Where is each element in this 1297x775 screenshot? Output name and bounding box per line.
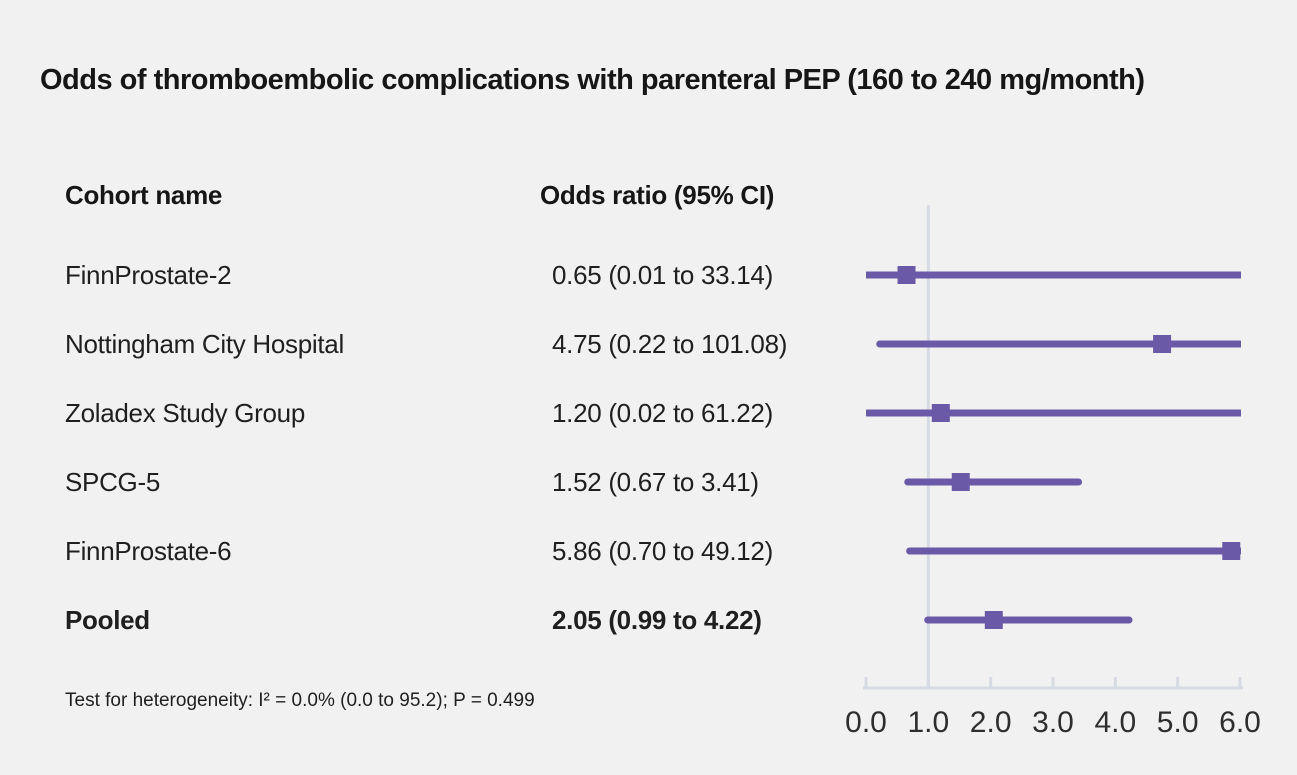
cohort-name-label: SPCG-5 <box>65 467 161 497</box>
estimate-marker <box>951 473 970 491</box>
estimate-marker <box>897 266 916 284</box>
estimate-marker <box>1222 542 1241 560</box>
odds-ratio-value: 5.86 (0.70 to 49.12) <box>552 536 773 566</box>
cohort-name-label: Nottingham City Hospital <box>65 329 344 359</box>
estimate-marker <box>1153 335 1172 353</box>
odds-ratio-value: 4.75 (0.22 to 101.08) <box>552 329 788 359</box>
column-header-odds-ratio: Odds ratio (95% CI) <box>540 180 775 210</box>
x-axis-tick-label: 1.0 <box>907 706 950 739</box>
x-axis-tick-label: 4.0 <box>1094 706 1137 739</box>
column-header-cohort-name: Cohort name <box>65 180 223 210</box>
odds-ratio-value: 0.65 (0.01 to 33.14) <box>552 260 773 290</box>
cohort-name-label: Pooled <box>65 605 150 635</box>
x-axis-tick-label: 5.0 <box>1156 706 1199 739</box>
estimate-marker <box>984 611 1003 629</box>
odds-ratio-value: 1.52 (0.67 to 3.41) <box>552 467 759 497</box>
heterogeneity-footnote: Test for heterogeneity: I² = 0.0% (0.0 t… <box>65 690 535 711</box>
page-title: Odds of thromboembolic complications wit… <box>40 64 1145 96</box>
x-axis-tick-label: 6.0 <box>1219 706 1261 739</box>
cohort-name-label: FinnProstate-2 <box>65 260 232 290</box>
odds-ratio-value: 2.05 (0.99 to 4.22) <box>552 605 762 635</box>
estimate-marker <box>931 404 950 422</box>
x-axis-tick-label: 2.0 <box>969 706 1012 739</box>
x-axis-tick-label: 3.0 <box>1032 706 1074 739</box>
odds-ratio-value: 1.20 (0.02 to 61.22) <box>552 398 773 428</box>
cohort-name-label: FinnProstate-6 <box>65 536 232 566</box>
cohort-name-label: Zoladex Study Group <box>65 398 305 428</box>
x-axis-tick-label: 0.0 <box>845 706 887 739</box>
